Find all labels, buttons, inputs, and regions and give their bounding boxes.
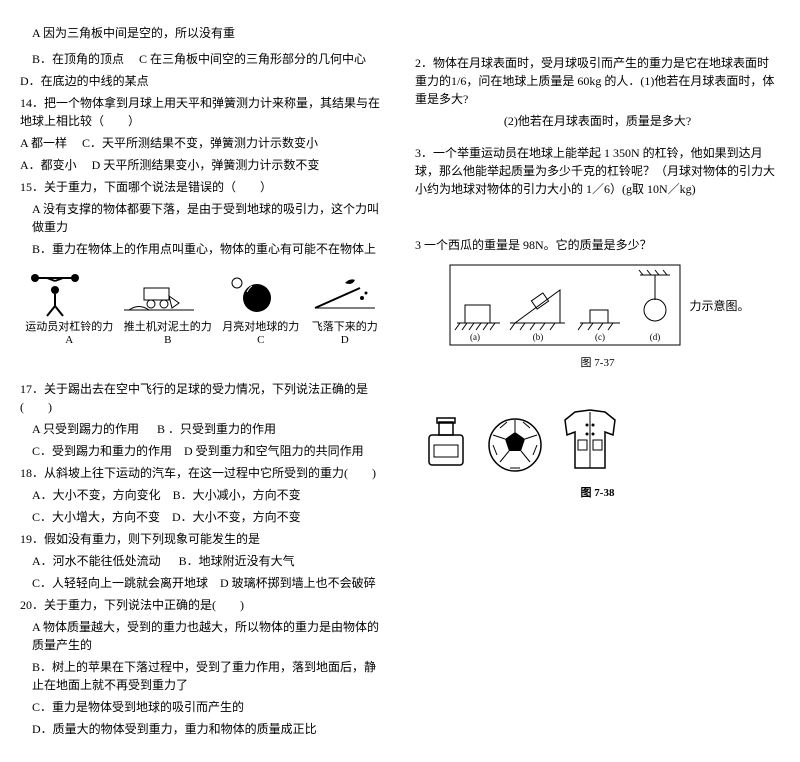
illus-d: 飞落下来的力 D <box>310 268 380 346</box>
illus-b: 推土机对泥土的力 B <box>124 268 212 346</box>
q13-opt-a: A 因为三角板中间是空的，所以没有重 <box>20 24 385 42</box>
q14: 14．把一个物体拿到月球上用天平和弹簧测力计来称量，其结果与在地球上相比较（ ） <box>20 94 385 130</box>
q13-opt-c: C 在三角板中间空的三角形部分的几何中心 <box>127 52 366 66</box>
right-column: 2．物体在月球表面时，受月球吸引而产生的重力是它在地球表面时重力的1/6，问在地… <box>415 20 780 742</box>
q13-opt-b: B．在顶角的顶点 <box>20 50 124 68</box>
q20-opt-d: D．质量大的物体受到重力，重力和物体的质量成正比 <box>20 720 385 738</box>
illus-b-letter: B <box>124 334 212 346</box>
illus-d-letter: D <box>310 334 380 346</box>
q17-opt-c: C．受到踢力和重力的作用 <box>32 444 172 458</box>
fig737-caption: 图 7-37 <box>415 354 780 370</box>
q14-opt-d: D 天平所测结果变小，弹簧测力计示数不变 <box>92 158 320 172</box>
q20: 20．关于重力，下列说法中正确的是( ) <box>20 596 385 614</box>
illus-c-label: 月亮对地球的力 <box>222 318 299 334</box>
q3b: 3 一个西瓜的重量是 98N。它的质量是多少？ <box>415 236 780 254</box>
q2: 2．物体在月球表面时，受月球吸引而产生的重力是它在地球表面时重力的1/6，问在地… <box>415 54 780 108</box>
q18-opt-c: C．大小增大，方向不变 <box>32 510 160 524</box>
q20-opt-a: A 物体质量越大，受到的重力也越大，所以物体的重力是由物体的质量产生的 <box>20 618 385 654</box>
q17: 17．关于踢出去在空中飞行的足球的受力情况，下列说法正确的是( ) <box>20 380 385 416</box>
q14-opt-b: A．都变小 <box>20 158 77 172</box>
illus-d-label: 飞落下来的力 <box>310 318 380 334</box>
illus-a-letter: A <box>25 334 113 346</box>
q15-opt-b: B．重力在物体上的作用点叫重心，物体的重心有可能不在物体上 <box>20 240 385 258</box>
illus-b-label: 推土机对泥土的力 <box>124 318 212 334</box>
q18-opt-d: D．大小不变，方向不变 <box>172 510 301 524</box>
q3: 3．一个举重运动员在地球上能举起 1 350N 的杠铃，他如果到达月球，那么他能… <box>415 144 780 198</box>
q18-opt-b: B．大小减小，方向不变 <box>173 488 301 502</box>
figure-7-37: (a) (b) (c) (d) 力示意图。 <box>415 260 780 350</box>
q20-opt-b: B．树上的苹果在下落过程中，受到了重力作用，落到地面后，静止在地面上就不再受到重… <box>20 658 385 694</box>
q13-opt-d: D．在底边的中线的某点 <box>20 74 149 88</box>
q2b: (2)他若在月球表面时，质量是多大? <box>415 112 780 130</box>
q17-opt-b: B ．只受到重力的作用 <box>157 422 276 436</box>
svg-text:(c): (c) <box>595 332 605 342</box>
q19-opt-c: C．人轻轻向上一跳就会离开地球 <box>32 576 208 590</box>
note: 力示意图。 <box>689 297 749 314</box>
illus-c-letter: C <box>222 334 299 346</box>
illus-a-label: 运动员对杠铃的力 <box>25 318 113 334</box>
q20-opt-c: C．重力是物体受到地球的吸引而产生的 <box>20 698 385 716</box>
q17-opt-a: A 只受到踢力的作用 <box>32 422 139 436</box>
illus-a: 运动员对杠铃的力 A <box>25 268 113 346</box>
q17-opt-d: D 受到重力和空气阻力的共同作用 <box>184 444 364 458</box>
left-column: A 因为三角板中间是空的，所以没有重 B．在顶角的顶点 C 在三角板中间空的三角… <box>20 20 385 742</box>
illus-c: 月亮对地球的力 C <box>222 268 299 346</box>
q19-opt-d: D 玻璃杯掷到墙上也不会破碎 <box>220 576 376 590</box>
q18: 18．从斜坡上往下运动的汽车，在这一过程中它所受到的重力( ) <box>20 464 385 482</box>
q15-opt-a: A 没有支撑的物体都要下落，是由于受到地球的吸引力，这个力叫做重力 <box>20 200 385 236</box>
q18-opt-a: A．大小不变，方向变化 <box>32 488 161 502</box>
q19-opt-b: B．地球附近没有大气 <box>179 554 295 568</box>
q19: 19．假如没有重力，则下列现象可能发生的是 <box>20 530 385 548</box>
illustration-row: 运动员对杠铃的力 A 推土机对泥土的力 B <box>20 268 385 346</box>
svg-text:(d): (d) <box>650 332 661 342</box>
svg-text:(b): (b) <box>533 332 544 342</box>
q19-opt-a: A．河水不能往低处流动 <box>32 554 161 568</box>
figure-7-38 <box>415 390 780 480</box>
q15: 15．关于重力，下面哪个说法是错误的（ ） <box>20 178 385 196</box>
q14-opt-a: A 都一样 <box>20 136 67 150</box>
svg-text:(a): (a) <box>470 332 480 342</box>
fig738-caption: 图 7-38 <box>415 484 780 500</box>
q14-opt-c: C．天平所测结果不变，弹簧测力计示数变小 <box>82 136 318 150</box>
